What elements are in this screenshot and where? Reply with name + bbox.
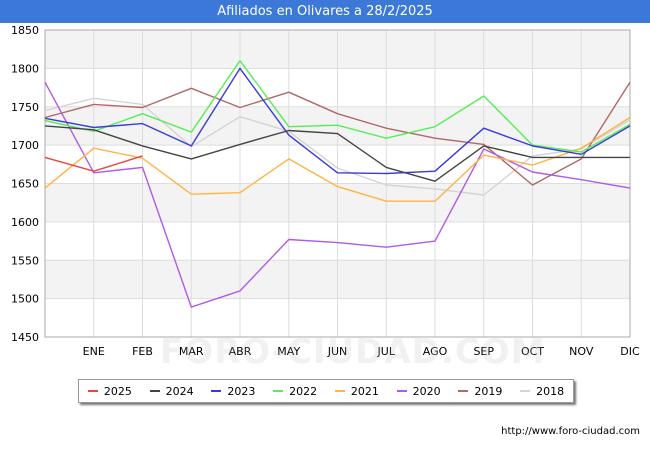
series-line-2023 <box>44 67 631 175</box>
x-tick-label: NOV <box>569 345 594 358</box>
legend-item-2024: 2024 <box>149 384 194 398</box>
series-line-2021 <box>44 116 631 202</box>
x-tick-label: OCT <box>521 345 544 358</box>
legend-swatch <box>211 390 222 392</box>
y-tick-label: 1750 <box>11 101 39 114</box>
x-tick-label: SEP <box>473 345 494 358</box>
x-tick-label: DIC <box>620 345 640 358</box>
legend-item-2018: 2018 <box>520 385 564 398</box>
series-line-2022 <box>44 60 631 153</box>
chart-legend: 2025 2024 2023 2022 2021 2020 2019 2018 <box>78 379 574 403</box>
x-tick-label: JUN <box>327 345 348 358</box>
legend-label: 2018 <box>536 384 565 398</box>
legend-item-2023: 2023 <box>211 385 255 398</box>
x-tick-label: ENE <box>83 345 105 358</box>
series-line-2018 <box>44 97 631 196</box>
source-url[interactable]: http://www.foro-ciudad.com <box>501 426 640 437</box>
line-chart: 1450 1500 1550 1600 1650 1700 1750 1800 1850 ENE F… <box>11 24 640 358</box>
y-tick-label: 1500 <box>11 293 39 306</box>
legend-label: 2021 <box>350 384 379 398</box>
series-line-2019 <box>44 81 631 186</box>
series-line-2025 <box>44 155 143 172</box>
plot-frame <box>44 29 631 338</box>
y-tick-label: 1650 <box>11 178 39 191</box>
watermark-text: FORO-CIUDAD.COM <box>160 332 546 372</box>
legend-swatch <box>149 390 160 392</box>
legend-item-2020: 2020 <box>396 384 441 398</box>
y-tick-label: 1700 <box>11 139 39 152</box>
series-line-2024 <box>44 125 630 182</box>
legend-item-2022: 2022 <box>273 385 317 398</box>
x-tick-label: FEB <box>132 345 153 358</box>
legend-swatch <box>273 390 284 392</box>
x-tick-label: MAY <box>277 345 300 358</box>
y-tick-label: 1450 <box>11 331 39 344</box>
legend-item-2019: 2019 <box>458 385 502 398</box>
legend-label: 2019 <box>474 384 503 398</box>
legend-label: 2023 <box>227 384 256 398</box>
legend-item-2025: 2025 <box>87 384 132 398</box>
legend-label: 2025 <box>103 384 132 398</box>
x-tick-label: MAR <box>179 345 204 358</box>
chart-title: Afiliados en Olivares a 28/2/2025 <box>0 0 650 23</box>
x-tick-label: JUL <box>377 345 396 358</box>
series-line-2020 <box>44 81 631 308</box>
x-tick-label: AGO <box>423 345 448 358</box>
legend-label: 2024 <box>165 384 194 398</box>
legend-swatch <box>396 390 407 392</box>
legend-item-2021: 2021 <box>334 384 379 398</box>
y-tick-label: 1550 <box>11 254 39 267</box>
legend-label: 2022 <box>289 384 318 398</box>
y-tick-label: 1850 <box>11 24 39 37</box>
legend-swatch <box>87 390 98 392</box>
legend-swatch <box>520 390 531 392</box>
legend-label: 2020 <box>412 384 441 398</box>
y-tick-label: 1600 <box>11 216 39 229</box>
x-tick-label: ABR <box>229 345 252 358</box>
legend-swatch <box>334 390 345 392</box>
y-tick-label: 1800 <box>11 62 39 75</box>
legend-swatch <box>458 390 469 392</box>
